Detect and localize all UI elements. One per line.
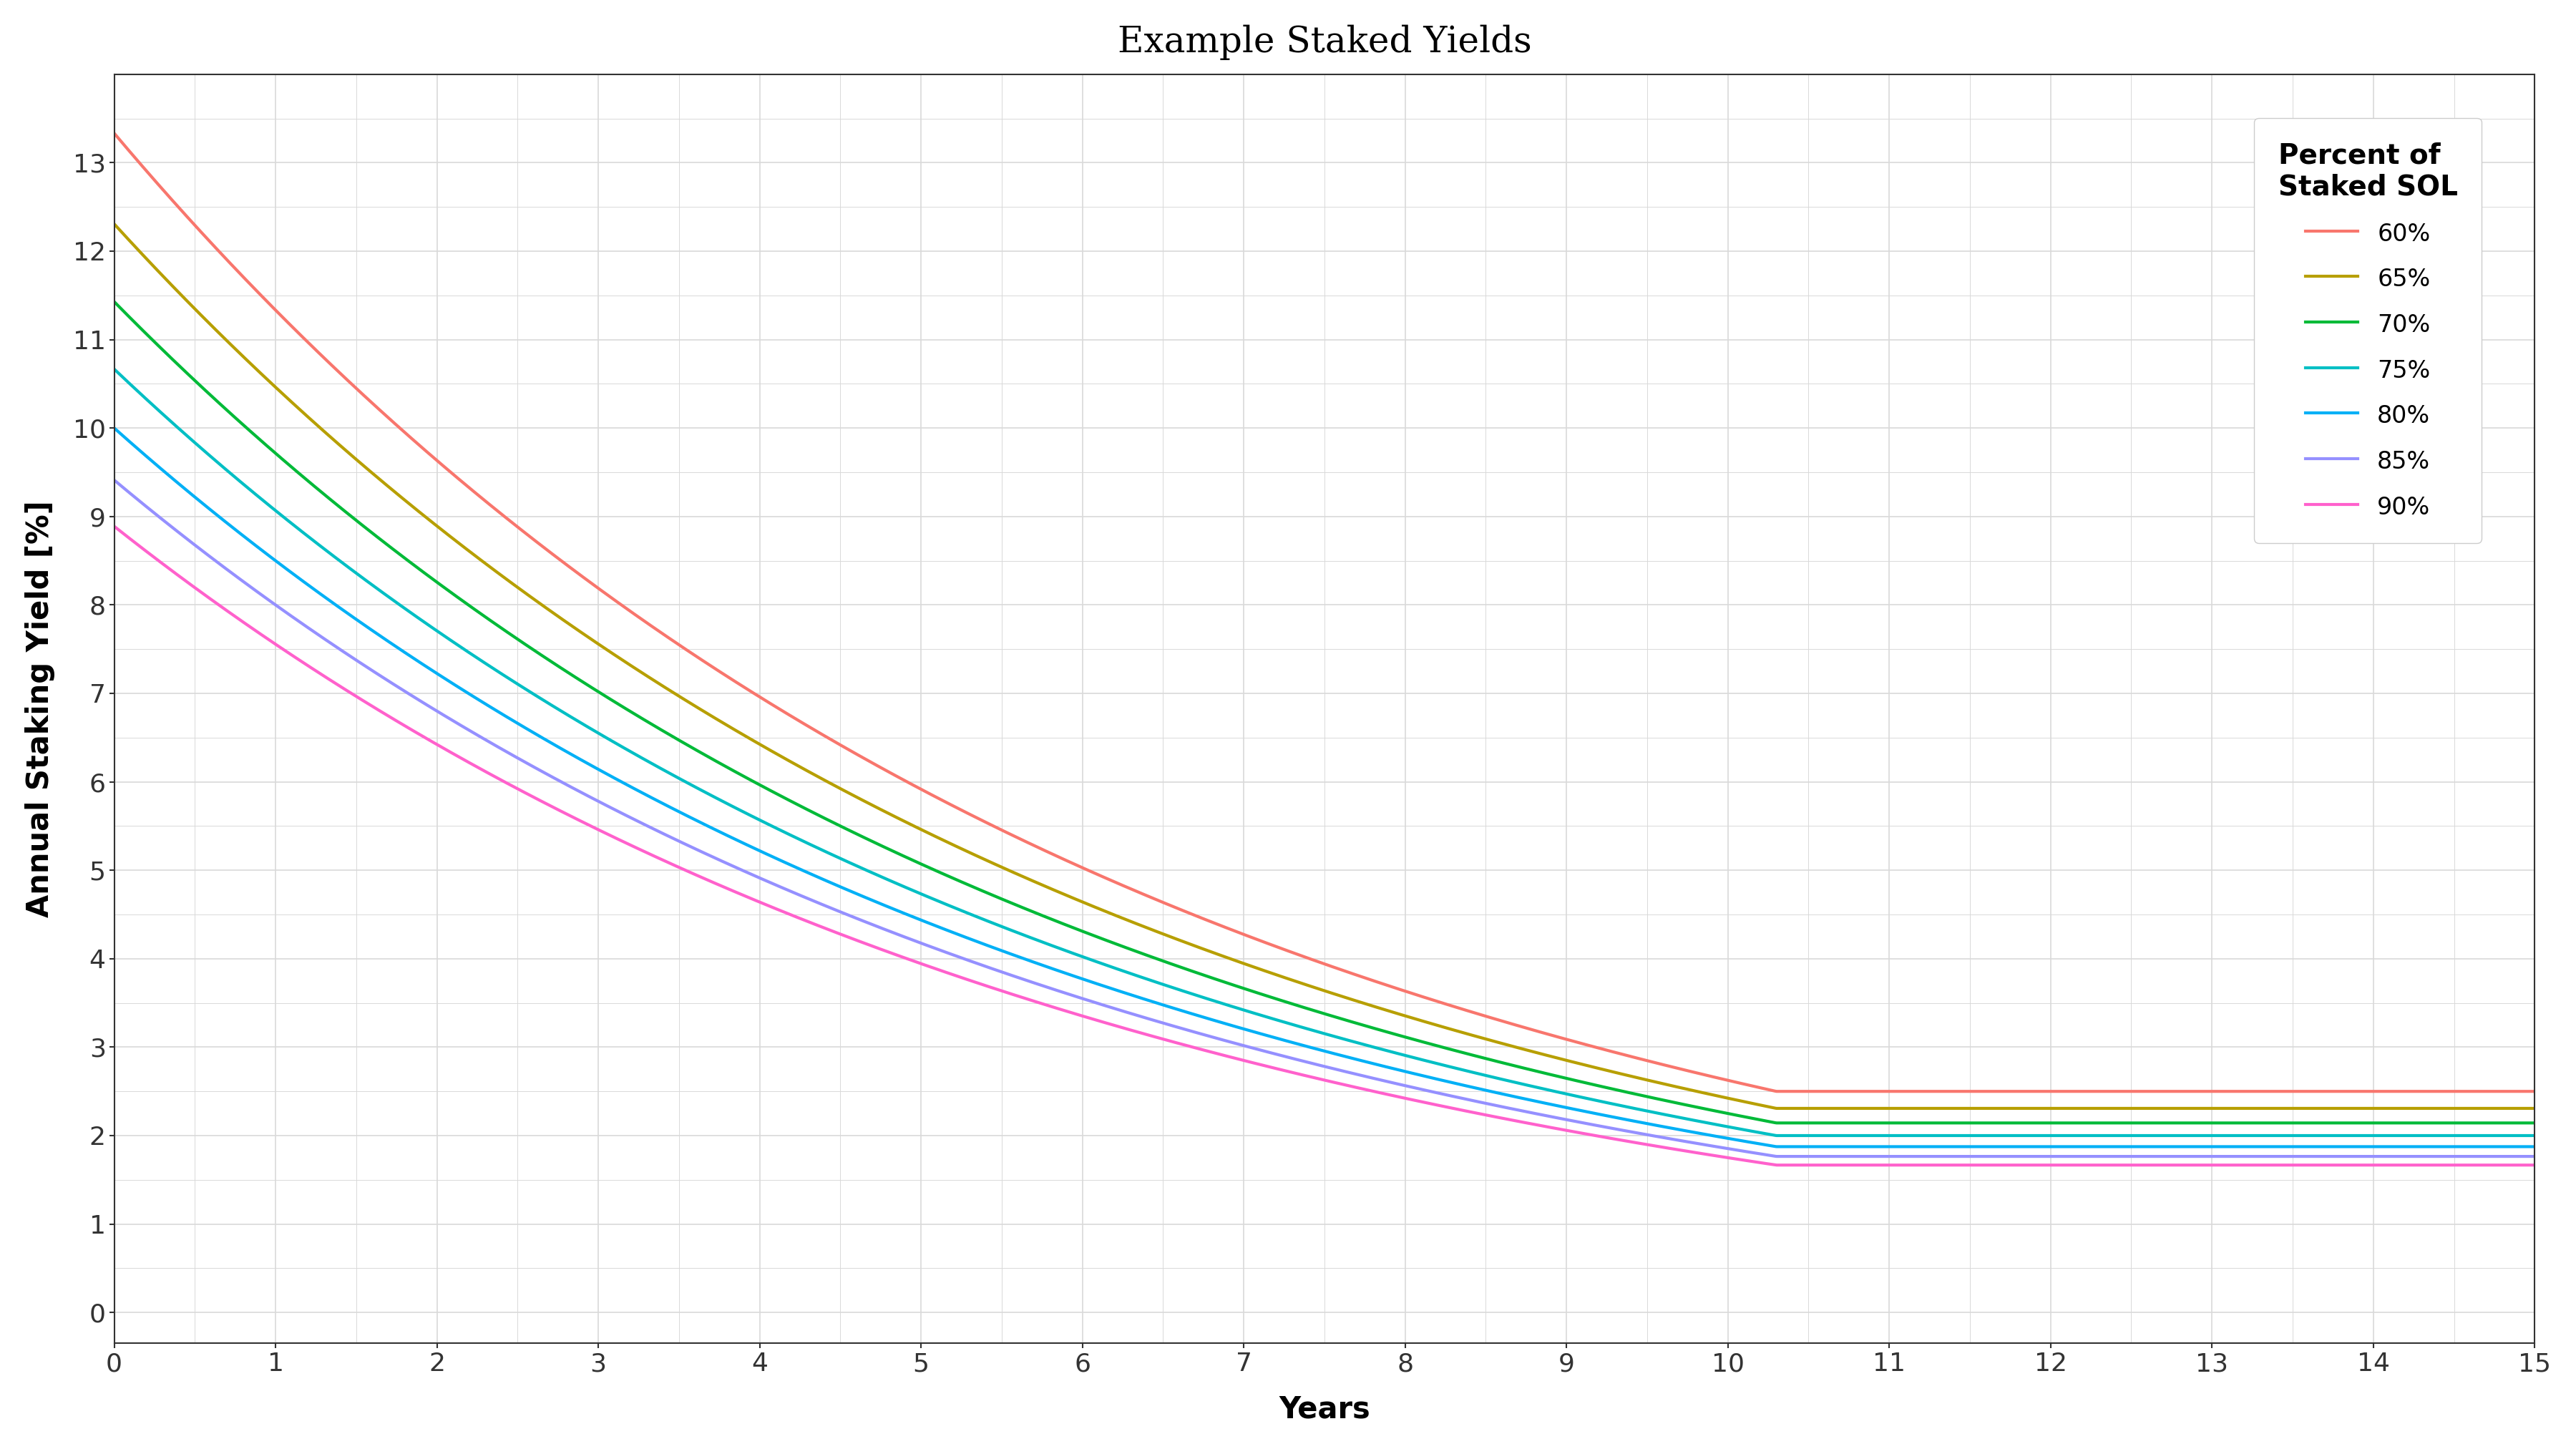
- 80%: [2007, 1137, 2038, 1155]
- 90%: [1211, 1048, 1242, 1065]
- 80%: [222, 523, 252, 540]
- 85%: [98, 471, 129, 488]
- 60%: [98, 125, 129, 142]
- 85%: [1762, 1148, 1793, 1165]
- Line: 90%: 90%: [113, 526, 2535, 1165]
- 75%: [1762, 1127, 1793, 1145]
- 90%: [1762, 1156, 1793, 1174]
- 70%: [98, 293, 129, 310]
- Line: 80%: 80%: [113, 427, 2535, 1146]
- 75%: [2450, 1127, 2481, 1145]
- 60%: [1211, 919, 1242, 936]
- 65%: [2007, 1100, 2038, 1117]
- 60%: [2519, 1082, 2550, 1100]
- 90%: [2450, 1156, 2481, 1174]
- 80%: [1762, 1137, 1793, 1155]
- 75%: [2450, 1127, 2481, 1145]
- 60%: [222, 262, 252, 280]
- 70%: [2450, 1114, 2481, 1132]
- 70%: [222, 412, 252, 429]
- 75%: [1211, 995, 1242, 1013]
- 70%: [2519, 1114, 2550, 1132]
- 75%: [222, 471, 252, 488]
- 85%: [2450, 1148, 2481, 1165]
- 70%: [1211, 974, 1242, 991]
- Y-axis label: Annual Staking Yield [%]: Annual Staking Yield [%]: [26, 500, 54, 917]
- X-axis label: Years: Years: [1278, 1394, 1370, 1424]
- 85%: [1211, 1032, 1242, 1049]
- 60%: [2450, 1082, 2481, 1100]
- 65%: [98, 216, 129, 233]
- 80%: [2519, 1137, 2550, 1155]
- 90%: [2450, 1156, 2481, 1174]
- 90%: [2519, 1156, 2550, 1174]
- Title: Example Staked Yields: Example Staked Yields: [1118, 25, 1533, 61]
- 90%: [222, 610, 252, 627]
- 85%: [2007, 1148, 2038, 1165]
- 65%: [1211, 949, 1242, 966]
- 85%: [2519, 1148, 2550, 1165]
- 65%: [1762, 1100, 1793, 1117]
- 80%: [2450, 1137, 2481, 1155]
- 60%: [1275, 943, 1306, 961]
- 60%: [1762, 1082, 1793, 1100]
- 65%: [2450, 1100, 2481, 1117]
- Line: 70%: 70%: [113, 301, 2535, 1123]
- 80%: [1275, 1033, 1306, 1051]
- 70%: [1275, 995, 1306, 1013]
- Legend: 60%, 65%, 70%, 75%, 80%, 85%, 90%: 60%, 65%, 70%, 75%, 80%, 85%, 90%: [2254, 117, 2481, 543]
- 75%: [2519, 1127, 2550, 1145]
- 85%: [2450, 1148, 2481, 1165]
- 65%: [2519, 1100, 2550, 1117]
- Line: 65%: 65%: [113, 225, 2535, 1108]
- 80%: [2450, 1137, 2481, 1155]
- 80%: [1211, 1016, 1242, 1033]
- 75%: [2007, 1127, 2038, 1145]
- 65%: [222, 342, 252, 359]
- Line: 60%: 60%: [113, 133, 2535, 1091]
- 90%: [98, 517, 129, 535]
- Line: 75%: 75%: [113, 369, 2535, 1136]
- Line: 85%: 85%: [113, 480, 2535, 1156]
- 70%: [2450, 1114, 2481, 1132]
- 60%: [2007, 1082, 2038, 1100]
- 65%: [1275, 971, 1306, 988]
- 80%: [98, 419, 129, 436]
- 90%: [1275, 1064, 1306, 1081]
- 90%: [2007, 1156, 2038, 1174]
- 85%: [222, 568, 252, 585]
- 70%: [1762, 1114, 1793, 1132]
- 75%: [98, 361, 129, 378]
- 70%: [2007, 1114, 2038, 1132]
- 65%: [2450, 1100, 2481, 1117]
- 75%: [1275, 1016, 1306, 1033]
- 60%: [2450, 1082, 2481, 1100]
- 85%: [1275, 1049, 1306, 1066]
